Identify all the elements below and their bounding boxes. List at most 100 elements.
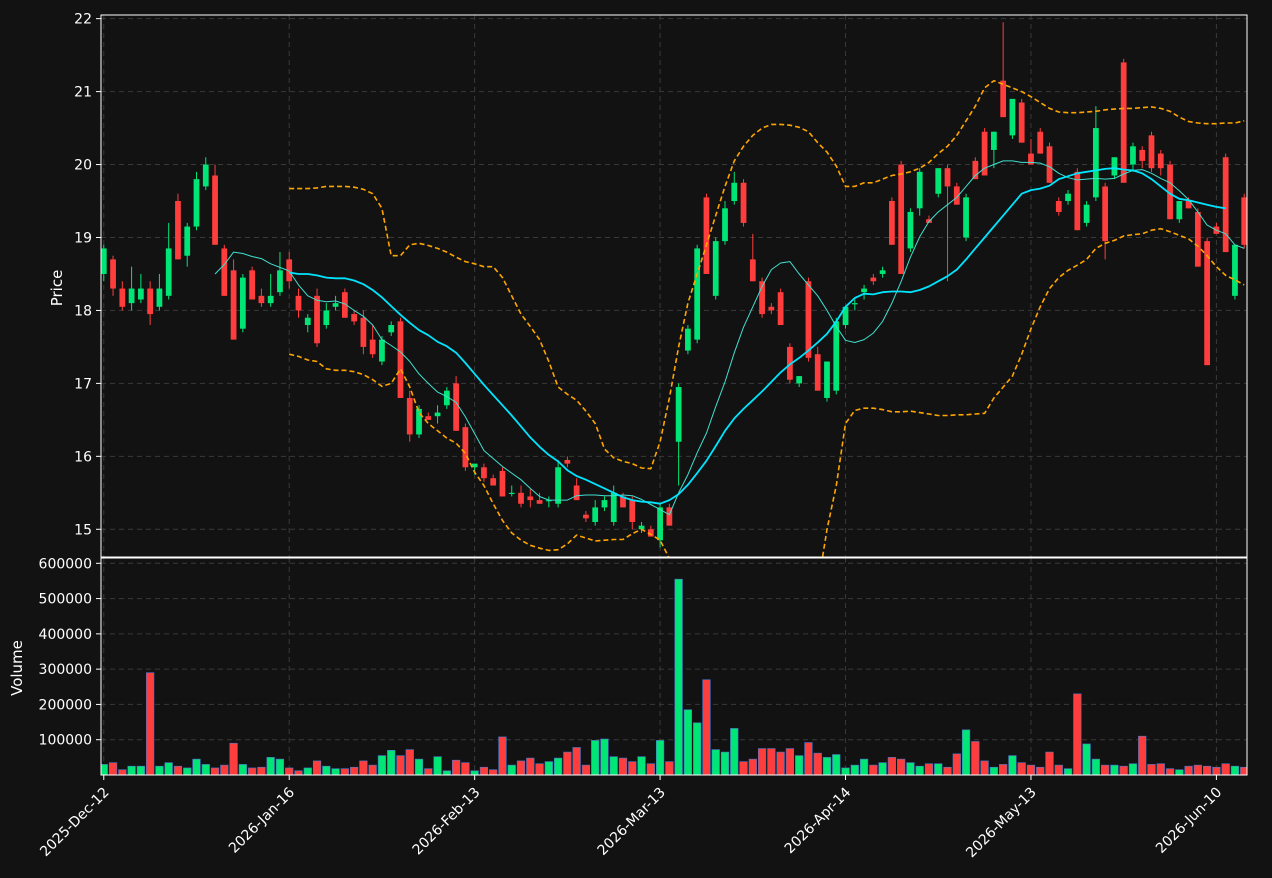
candle-body bbox=[1167, 164, 1173, 220]
volume-bar bbox=[572, 747, 581, 775]
candle-body bbox=[675, 387, 682, 442]
candle-body bbox=[824, 361, 830, 398]
candle-body bbox=[796, 376, 803, 384]
candle-body bbox=[833, 321, 840, 391]
volume-bar bbox=[1221, 763, 1230, 775]
volume-bar bbox=[331, 768, 340, 775]
volume-bar bbox=[730, 728, 739, 775]
candle-body bbox=[712, 241, 719, 296]
candle-body bbox=[981, 131, 988, 176]
volume-panel-frame bbox=[100, 557, 1248, 776]
candle-body bbox=[304, 317, 311, 326]
candle-body bbox=[369, 339, 376, 355]
candle-body bbox=[555, 467, 561, 504]
candle-body bbox=[629, 500, 636, 522]
volume-bar bbox=[544, 761, 553, 775]
volume-bar bbox=[813, 752, 822, 775]
volume-bar bbox=[127, 765, 136, 775]
volume-bar bbox=[1082, 743, 1091, 775]
volume-bar bbox=[164, 762, 173, 775]
volume-bar bbox=[359, 760, 368, 775]
candle-body bbox=[991, 131, 997, 150]
volume-bar bbox=[665, 761, 674, 775]
volume-grid bbox=[101, 558, 1247, 775]
candle-body bbox=[601, 500, 608, 508]
candle-body bbox=[1065, 193, 1071, 202]
volume-bar bbox=[470, 770, 479, 775]
volume-bar bbox=[489, 769, 498, 775]
candle-body bbox=[453, 383, 459, 431]
volume-bar bbox=[1138, 735, 1147, 775]
volume-bar bbox=[1110, 764, 1119, 775]
volume-bar bbox=[748, 758, 757, 775]
volume-axis-label: Volume bbox=[8, 640, 26, 696]
candle-body bbox=[443, 390, 450, 406]
volume-bar bbox=[1128, 763, 1138, 775]
volume-bar bbox=[173, 765, 183, 775]
price-tick-label: 21 bbox=[74, 85, 92, 101]
volume-bar bbox=[424, 768, 433, 775]
candle-body bbox=[184, 226, 191, 256]
candle-body bbox=[1157, 153, 1164, 169]
volume-bar bbox=[581, 764, 591, 775]
price-axis-label: Price bbox=[48, 270, 66, 307]
moving-average-fast-line bbox=[214, 160, 1245, 516]
volume-bar bbox=[628, 761, 637, 775]
volume-bar bbox=[609, 756, 618, 775]
candle-body bbox=[935, 168, 942, 194]
volume-bar bbox=[155, 765, 164, 775]
candle-body bbox=[694, 248, 701, 340]
candle-body bbox=[1102, 186, 1109, 242]
candle-body bbox=[1139, 149, 1146, 161]
candle-body bbox=[1028, 153, 1034, 165]
candle-body bbox=[842, 306, 849, 326]
candle-body bbox=[777, 292, 784, 326]
candle-body bbox=[518, 492, 524, 504]
candle-body bbox=[295, 295, 302, 311]
volume-bar bbox=[118, 769, 127, 775]
volume-bar bbox=[1175, 769, 1184, 775]
volume-bar bbox=[275, 758, 285, 775]
volume-tick-label: 400000 bbox=[39, 627, 92, 643]
volume-bar bbox=[554, 757, 563, 775]
volume-bar bbox=[1017, 762, 1026, 775]
volume-bar bbox=[414, 758, 424, 775]
volume-bar bbox=[1212, 766, 1221, 775]
volume-bar bbox=[600, 738, 609, 775]
volume-tick-label: 100000 bbox=[39, 733, 92, 749]
volume-bar bbox=[387, 750, 396, 775]
candle-body bbox=[1046, 146, 1053, 183]
candle-body bbox=[119, 288, 126, 307]
volume-bar bbox=[674, 578, 683, 775]
volume-bar bbox=[136, 765, 145, 775]
candle-body bbox=[1055, 201, 1062, 212]
volume-bar bbox=[535, 763, 544, 775]
volume-bar bbox=[924, 763, 934, 775]
candle-body bbox=[861, 288, 867, 293]
volume-bar bbox=[943, 766, 952, 775]
candle-body bbox=[471, 463, 478, 468]
candle-body bbox=[536, 500, 543, 504]
candle-body bbox=[508, 492, 515, 495]
candle-body bbox=[230, 270, 237, 340]
candle-body bbox=[1185, 201, 1192, 209]
price-tick-label: 17 bbox=[74, 376, 92, 392]
volume-bar bbox=[646, 763, 655, 775]
candle-body bbox=[156, 288, 163, 307]
candle-body bbox=[610, 492, 617, 522]
candle-body bbox=[953, 186, 960, 205]
volume-bar bbox=[201, 764, 210, 775]
volume-bar bbox=[906, 762, 915, 775]
volume-bar bbox=[229, 742, 238, 775]
candle-body bbox=[814, 354, 821, 391]
candle-body bbox=[972, 160, 979, 180]
candle-body bbox=[685, 328, 691, 351]
candle-body bbox=[314, 295, 320, 344]
candle-body bbox=[388, 325, 395, 333]
candle-body bbox=[239, 277, 246, 329]
volume-bar bbox=[1045, 751, 1054, 775]
candle-body bbox=[286, 259, 293, 282]
volume-bar bbox=[248, 767, 257, 775]
candle-body bbox=[267, 295, 274, 304]
candle-body bbox=[1111, 157, 1118, 176]
